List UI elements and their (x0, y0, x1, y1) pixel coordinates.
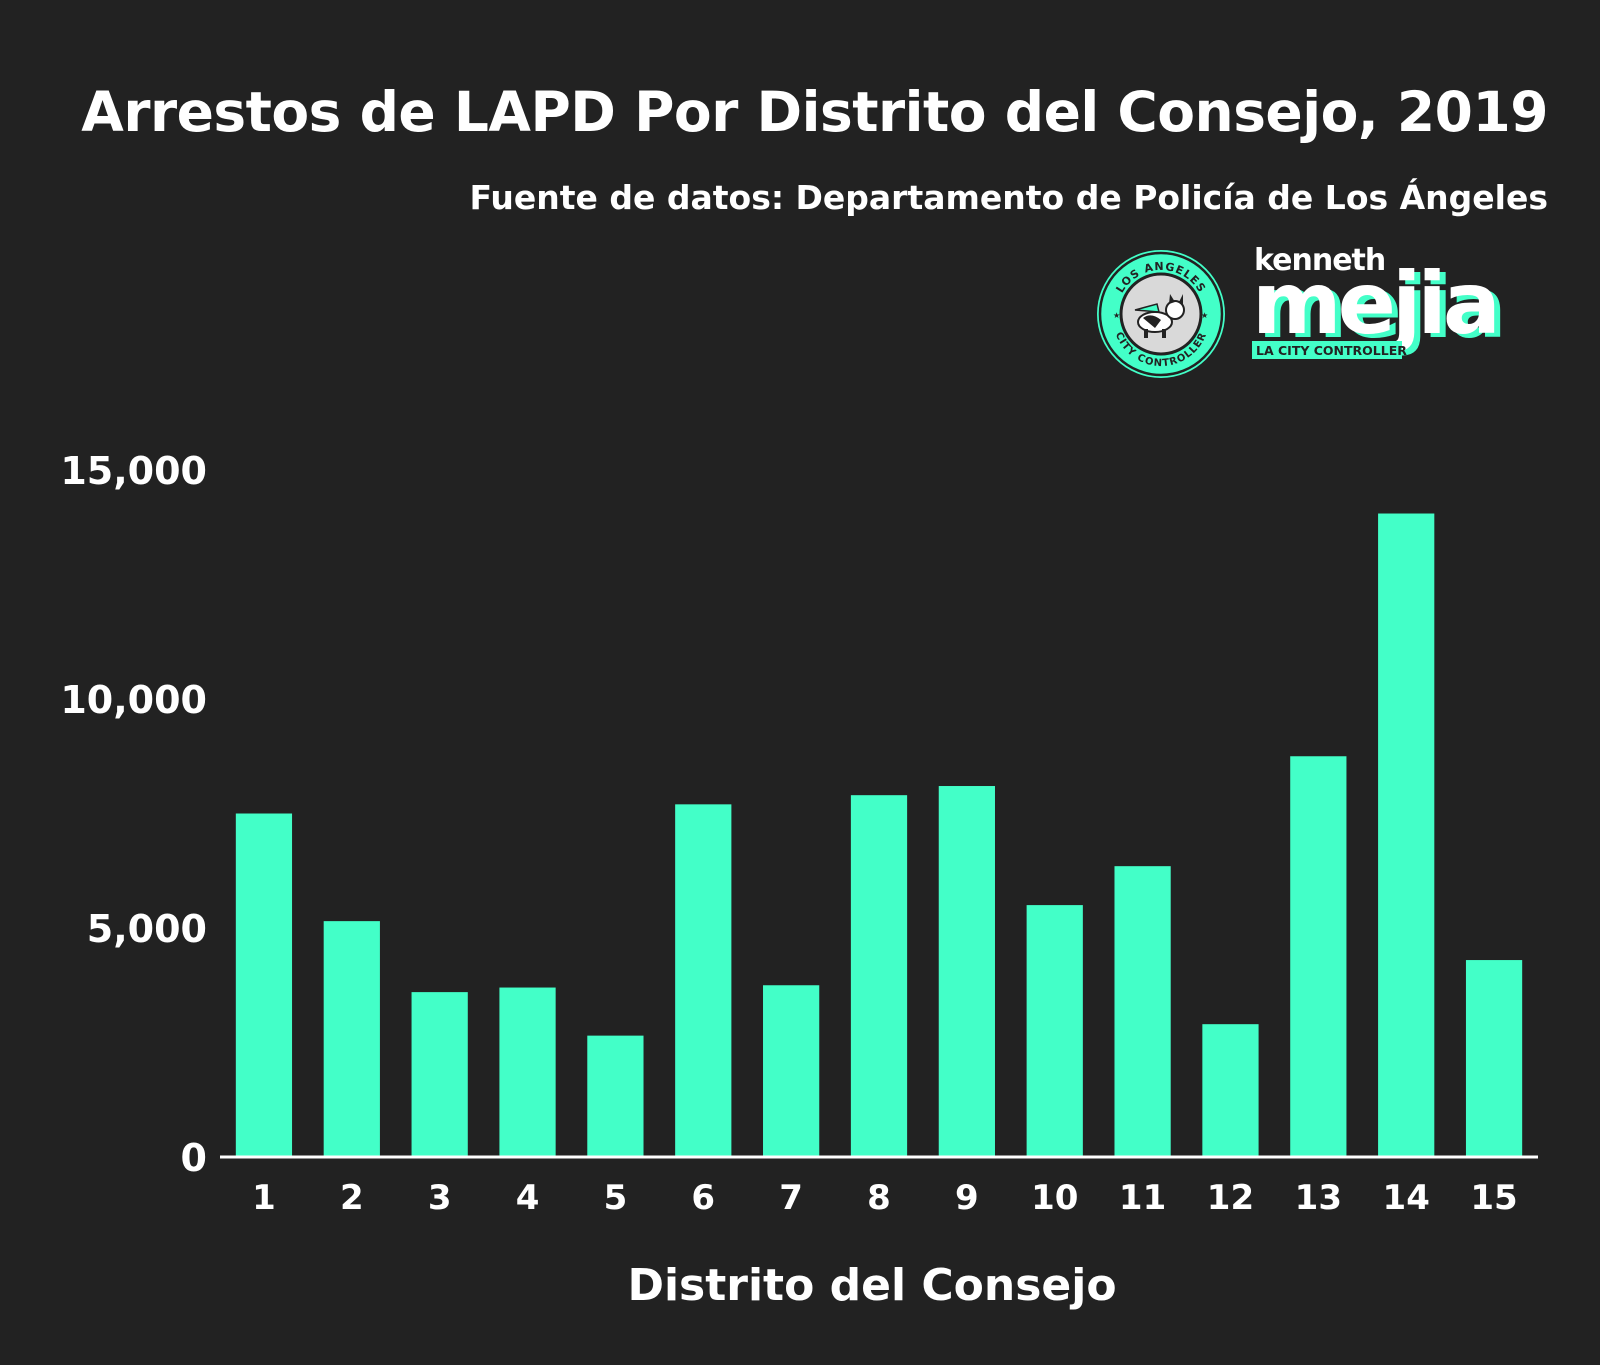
bar-district-8 (850, 795, 908, 1157)
bar-district-5 (587, 1035, 644, 1157)
x-tick-label: 15 (1470, 1178, 1517, 1218)
bar-district-9 (938, 786, 995, 1157)
bar-district-14 (1378, 513, 1435, 1157)
bar-district-3 (411, 992, 468, 1157)
x-tick-label: 13 (1295, 1178, 1342, 1218)
svg-text:★: ★ (1113, 311, 1120, 320)
x-tick-label: 1 (252, 1178, 276, 1218)
wordmark-main-text: mejia (1252, 254, 1497, 354)
x-tick-label: 11 (1119, 1178, 1166, 1218)
x-tick-label: 7 (779, 1178, 803, 1218)
x-tick-label: 5 (604, 1178, 628, 1218)
y-tick-label: 5,000 (87, 907, 207, 951)
bar-district-13 (1290, 756, 1347, 1157)
x-tick-label: 10 (1031, 1178, 1078, 1218)
city-controller-seal-logo: LOS ANGELES CITY CONTROLLER ★ ★ (1097, 250, 1225, 378)
bar-district-12 (1202, 1024, 1259, 1157)
bar-district-11 (1114, 866, 1171, 1157)
x-tick-label: 8 (867, 1178, 891, 1218)
x-axis-ticks: 1 2 3 4 5 6 7 8 9 10 11 12 13 14 15 (252, 1178, 1518, 1218)
bar-district-10 (1026, 905, 1083, 1157)
svg-text:★: ★ (1201, 311, 1208, 320)
kenneth-mejia-wordmark-logo: kenneth mejia mejia LA CITY CONTROLLER (1252, 243, 1507, 359)
y-axis-ticks: 0 5,000 10,000 15,000 (60, 449, 207, 1180)
y-tick-label: 15,000 (60, 449, 207, 493)
x-tick-label: 9 (955, 1178, 979, 1218)
x-tick-label: 2 (340, 1178, 364, 1218)
x-axis-label: Distrito del Consejo (627, 1260, 1116, 1311)
bars-group (235, 513, 1523, 1157)
x-tick-label: 4 (516, 1178, 540, 1218)
wordmark-top-text: kenneth (1254, 243, 1385, 278)
corgi-icon (1134, 294, 1185, 338)
bar-district-15 (1465, 960, 1523, 1157)
bar-district-2 (323, 921, 380, 1157)
x-tick-label: 14 (1383, 1178, 1430, 1218)
wordmark-tag-text: LA CITY CONTROLLER (1256, 343, 1407, 358)
chart-subtitle: Fuente de datos: Departamento de Policía… (469, 178, 1548, 217)
chart-title: Arrestos de LAPD Por Distrito del Consej… (81, 80, 1548, 144)
bar-district-6 (675, 804, 732, 1157)
y-tick-label: 10,000 (60, 678, 207, 722)
bar-district-4 (499, 987, 556, 1157)
bar-district-7 (763, 985, 820, 1157)
y-tick-label: 0 (181, 1136, 207, 1180)
bar-district-1 (235, 813, 293, 1157)
x-tick-label: 6 (691, 1178, 715, 1218)
x-tick-label: 12 (1207, 1178, 1254, 1218)
x-tick-label: 3 (428, 1178, 452, 1218)
